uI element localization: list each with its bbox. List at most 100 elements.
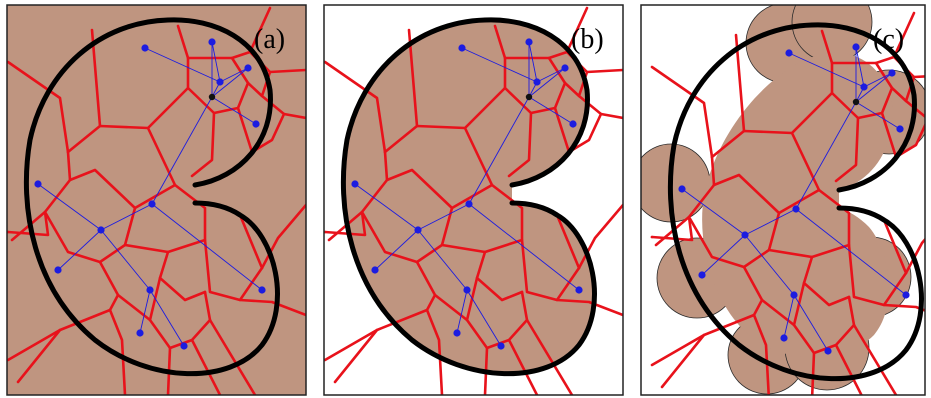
site-node <box>414 226 422 234</box>
voronoi-edge <box>565 6 589 54</box>
panel-label: (b) <box>571 24 604 55</box>
site-node <box>497 342 505 350</box>
voronoi-edge <box>660 298 764 389</box>
voronoi-edge <box>260 203 306 270</box>
panel-0: (a) <box>6 4 307 396</box>
tree-edge <box>374 229 419 271</box>
voronoi-edge <box>599 112 623 120</box>
site-node <box>208 38 216 46</box>
panel-2: (c) <box>640 4 926 396</box>
voronoi-edge <box>324 60 387 154</box>
voronoi-edge <box>203 238 264 302</box>
voronoi-edge <box>238 298 306 317</box>
tree-edge <box>468 203 580 291</box>
site-node <box>258 286 266 294</box>
voronoi-edge <box>465 276 529 350</box>
site-node <box>465 200 473 208</box>
panel-content <box>7 5 306 395</box>
site-node <box>533 78 541 86</box>
voronoi-edge <box>507 338 539 395</box>
tree-edge <box>795 101 857 210</box>
voronoi-edge <box>752 313 771 395</box>
voronoi-edge <box>555 298 623 317</box>
site-node <box>741 231 749 239</box>
tree-edge <box>855 72 893 103</box>
tree-edge <box>354 183 419 231</box>
site-node <box>141 44 149 52</box>
panel-content <box>641 5 925 395</box>
panel-1: (b) <box>323 4 624 396</box>
voronoi-edge <box>767 188 851 259</box>
site-node <box>136 329 144 337</box>
tree-edge <box>744 234 795 296</box>
tree-edge <box>536 67 566 83</box>
site-node <box>252 120 260 128</box>
site-node <box>146 286 154 294</box>
voronoi-edge <box>852 323 898 395</box>
voronoi-edge <box>882 218 908 275</box>
tree-edge <box>863 72 893 88</box>
voronoi-edge <box>383 86 507 154</box>
tree-edge <box>793 294 829 352</box>
site-node <box>371 266 379 274</box>
voronoi-edge <box>520 238 581 302</box>
tree-edge <box>417 229 468 291</box>
voronoi-edge <box>123 183 207 254</box>
tree-edge <box>37 183 102 231</box>
tree-edge <box>149 289 185 347</box>
tree-edge <box>57 229 102 271</box>
site-node <box>148 200 156 208</box>
site-node <box>896 125 904 133</box>
site-node <box>785 49 793 57</box>
site-node <box>463 286 471 294</box>
voronoi-edge <box>148 276 212 350</box>
voronoi-edge <box>146 126 177 187</box>
voronoi-edge <box>248 6 272 54</box>
voronoi-edge <box>880 99 925 159</box>
tree-edge <box>144 47 221 83</box>
voronoi-edge <box>790 131 821 192</box>
voronoi-edge <box>66 86 190 154</box>
tree-edge <box>528 96 574 125</box>
voronoi-edge <box>912 75 925 79</box>
tree-edge <box>701 234 746 276</box>
voronoi-edge <box>507 111 533 178</box>
voronoi-edge <box>324 328 379 362</box>
voronoi-edge <box>820 29 834 65</box>
panel-frame <box>640 4 926 396</box>
panel-frame <box>6 4 307 396</box>
site-node <box>790 291 798 299</box>
tree-edge <box>855 46 865 88</box>
voronoi-edge <box>802 255 851 307</box>
voronoi-edge <box>650 65 714 159</box>
panel-frame <box>323 4 624 396</box>
voronoi-edge <box>555 213 581 270</box>
tree-edge <box>211 96 257 125</box>
site-node <box>824 347 832 355</box>
voronoi-edge <box>108 308 127 395</box>
site-node <box>561 64 569 72</box>
panel-label: (a) <box>254 24 285 55</box>
voronoi-edge <box>176 24 190 60</box>
voronoi-edge <box>792 281 856 355</box>
site-node <box>216 78 224 86</box>
site-node <box>54 266 62 274</box>
site-node <box>852 43 860 51</box>
voronoi-edge <box>493 24 507 60</box>
tree-edge <box>681 188 746 236</box>
voronoi-edge <box>190 338 222 395</box>
tree-edge <box>211 67 249 98</box>
tree-edge <box>100 229 151 291</box>
voronoi-edge <box>268 68 306 74</box>
tree-edge <box>528 41 538 83</box>
shape-boundary <box>667 22 924 382</box>
voronoi-edge <box>577 203 623 270</box>
graph-layer <box>7 6 306 395</box>
voronoi-edge <box>650 333 706 367</box>
tree-edge <box>211 41 221 83</box>
site-node <box>180 342 188 350</box>
tree-edge <box>468 96 530 205</box>
tree-edge <box>139 289 151 334</box>
site-node <box>575 286 583 294</box>
